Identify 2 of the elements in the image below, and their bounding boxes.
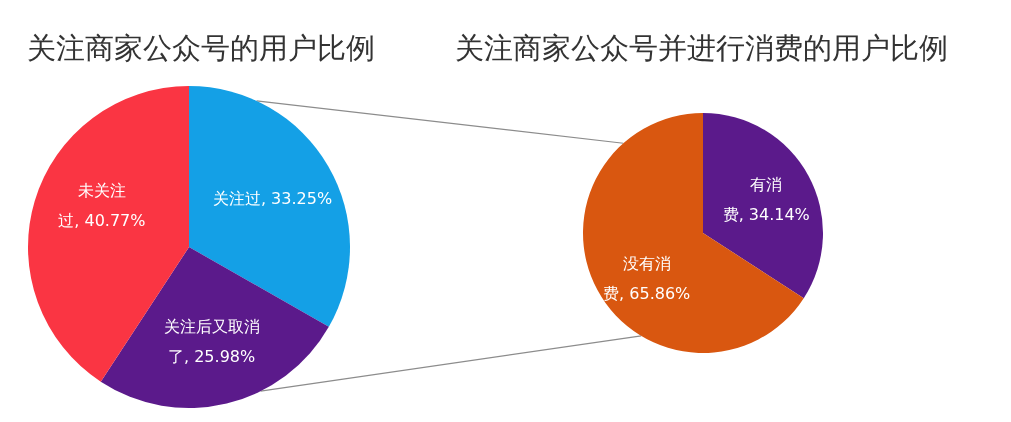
title: 关注商家公众号并进行消费的用户比例 [454,31,948,65]
title: 关注商家公众号的用户比例 [27,31,375,65]
